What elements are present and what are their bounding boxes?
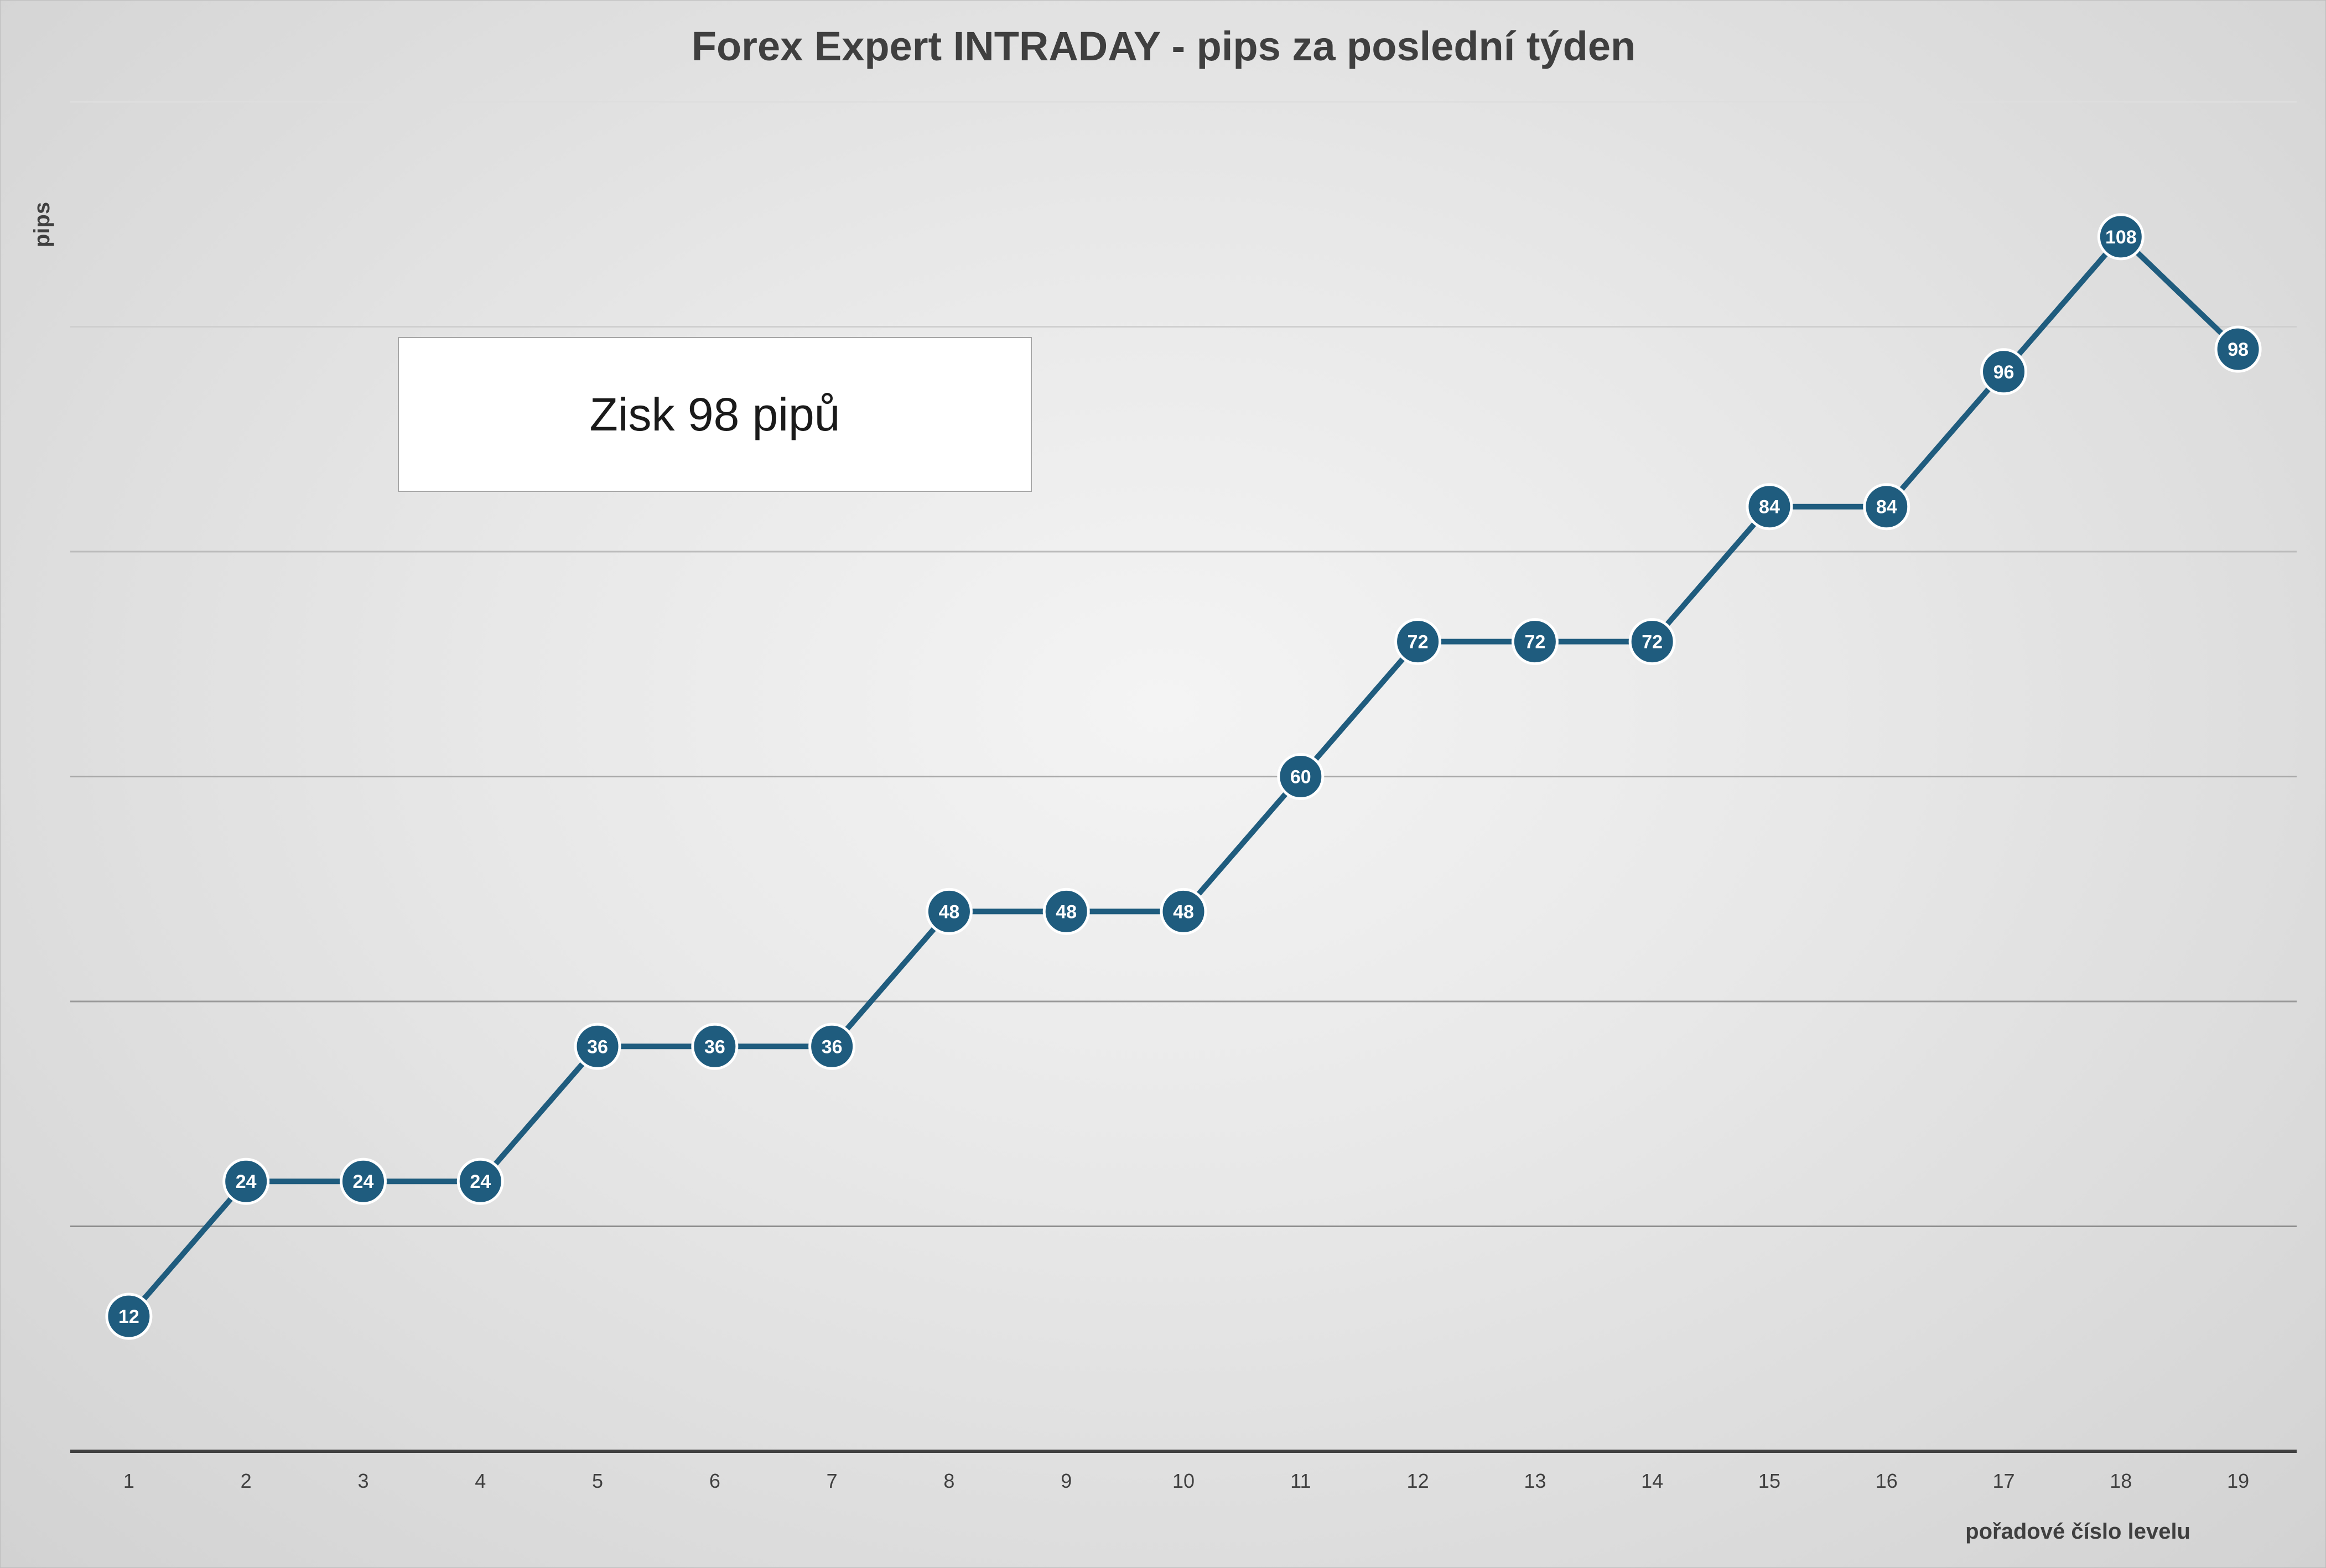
chart-title: Forex Expert INTRADAY - pips za poslední… xyxy=(692,23,1636,69)
x-tick-label-4: 4 xyxy=(475,1470,486,1492)
data-label-11: 60 xyxy=(1290,767,1311,788)
data-label-5: 36 xyxy=(587,1036,608,1057)
data-label-15: 84 xyxy=(1759,497,1780,518)
data-label-6: 36 xyxy=(704,1036,725,1057)
x-tick-label-15: 15 xyxy=(1758,1470,1780,1492)
data-label-19: 98 xyxy=(2228,339,2249,360)
data-point-5 xyxy=(574,1022,621,1070)
x-tick-label-18: 18 xyxy=(2110,1470,2132,1492)
x-tick-label-16: 16 xyxy=(1876,1470,1898,1492)
data-label-12: 72 xyxy=(1408,632,1429,653)
annotation-box: Zisk 98 pipů xyxy=(398,337,1032,492)
x-tick-label-3: 3 xyxy=(357,1470,368,1492)
x-tick-label-17: 17 xyxy=(1993,1470,2015,1492)
x-tick-label-14: 14 xyxy=(1641,1470,1663,1492)
data-point-13 xyxy=(1511,618,1559,666)
data-point-6 xyxy=(691,1022,739,1070)
x-tick-labels: 1 2 3 4 5 6 7 8 9 10 11 12 13 14 15 16 17 18 19 xyxy=(123,1470,2249,1492)
data-point-14 xyxy=(1628,618,1676,666)
data-point-17 xyxy=(1980,348,2028,396)
annotation-text: Zisk 98 pipů xyxy=(589,388,840,440)
data-label-9: 48 xyxy=(1056,901,1077,922)
x-tick-label-8: 8 xyxy=(943,1470,954,1492)
x-tick-label-11: 11 xyxy=(1290,1470,1311,1492)
data-point-18 xyxy=(2097,213,2145,261)
x-axis-title: pořadové číslo levelu xyxy=(1965,1519,2190,1544)
data-label-14: 72 xyxy=(1642,632,1663,653)
data-label-13: 72 xyxy=(1524,632,1545,653)
data-label-18: 108 xyxy=(2105,227,2137,248)
x-tick-label-13: 13 xyxy=(1524,1470,1546,1492)
data-label-16: 84 xyxy=(1876,497,1897,518)
x-tick-label-1: 1 xyxy=(123,1470,134,1492)
x-tick-label-6: 6 xyxy=(709,1470,720,1492)
x-tick-label-19: 19 xyxy=(2227,1470,2249,1492)
data-point-15 xyxy=(1746,483,1793,531)
data-point-2 xyxy=(222,1157,270,1205)
x-tick-label-9: 9 xyxy=(1061,1470,1072,1492)
data-label-1: 12 xyxy=(118,1306,139,1327)
data-label-4: 24 xyxy=(470,1171,491,1192)
data-label-8: 48 xyxy=(939,901,960,922)
data-label-7: 36 xyxy=(822,1036,843,1057)
x-tick-label-7: 7 xyxy=(827,1470,838,1492)
series-pips: 12 24 24 24 36 36 36 48 48 48 60 72 72 72 84 84 96 108 98 xyxy=(105,213,2262,1340)
data-point-9 xyxy=(1042,887,1090,935)
data-label-10: 48 xyxy=(1173,901,1194,922)
data-point-4 xyxy=(456,1157,504,1205)
data-label-3: 24 xyxy=(353,1171,374,1192)
y-axis-title: pips xyxy=(30,202,54,247)
x-tick-label-10: 10 xyxy=(1172,1470,1195,1492)
data-label-17: 96 xyxy=(1993,362,2015,383)
data-point-12 xyxy=(1394,618,1442,666)
data-point-10 xyxy=(1160,887,1207,935)
gridlines xyxy=(70,101,2297,1227)
data-point-11 xyxy=(1277,753,1325,800)
x-tick-label-2: 2 xyxy=(241,1470,252,1492)
data-point-19 xyxy=(2214,325,2262,373)
data-point-1 xyxy=(105,1292,153,1340)
data-point-3 xyxy=(339,1157,387,1205)
data-point-7 xyxy=(808,1022,856,1070)
data-point-8 xyxy=(925,887,973,935)
data-label-2: 24 xyxy=(236,1171,257,1192)
x-tick-label-12: 12 xyxy=(1407,1470,1429,1492)
x-tick-label-5: 5 xyxy=(592,1470,603,1492)
data-point-16 xyxy=(1863,483,1910,531)
